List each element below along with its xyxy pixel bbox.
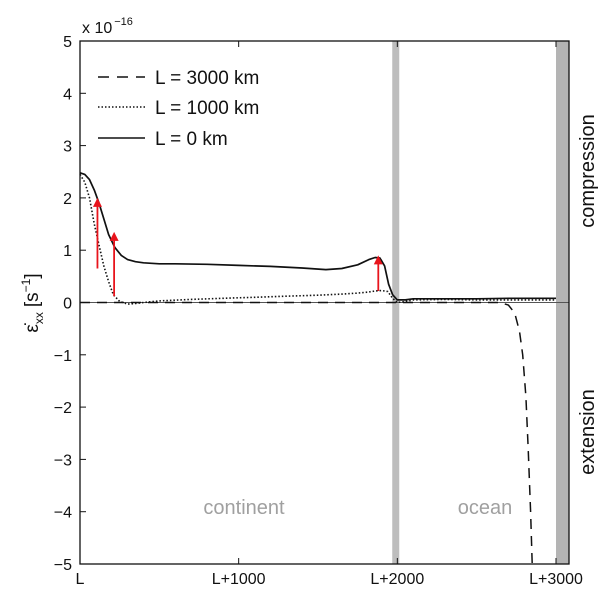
x-tick-label: L+2000	[370, 571, 424, 588]
y-tick-label: −3	[54, 452, 72, 469]
red-arrow-head	[109, 231, 119, 241]
extension-label: extension	[577, 389, 599, 475]
continent-label: continent	[203, 497, 285, 519]
y-tick-label: 2	[63, 191, 72, 208]
series-solid	[79, 171, 556, 301]
legend: L = 3000 km L = 1000 km L = 0 km	[98, 68, 259, 150]
legend-label-3000: L = 3000 km	[155, 68, 259, 89]
y-tick-label: −2	[54, 400, 72, 417]
red-arrow-head	[92, 197, 102, 207]
y-tick-label: 1	[63, 243, 72, 260]
y-tick-label: 3	[63, 139, 72, 156]
legend-label-0: L = 0 km	[155, 129, 228, 150]
x-tick-label: L+3000	[529, 571, 583, 588]
series-dotted	[79, 173, 556, 305]
legend-label-1000: L = 1000 km	[155, 98, 259, 119]
y-tick-label: 5	[63, 34, 72, 51]
y-axis-label: ε̇xx[s−1]	[19, 273, 46, 332]
y-tick-label: 4	[63, 86, 72, 103]
compression-label: compression	[577, 114, 599, 227]
series-layer	[79, 171, 556, 565]
tick-layer: 5 4 3 2 1 0 −1 −2 −3 −4 −5L L+1000 L+2000 L+3000	[54, 34, 583, 588]
y-tick-label: −1	[54, 348, 72, 365]
red-arrow-head	[373, 255, 383, 265]
y-tick-label: −5	[54, 557, 72, 574]
arrow-layer	[92, 197, 383, 297]
ocean-label: ocean	[458, 497, 513, 519]
y-tick-label: −4	[54, 505, 72, 522]
x-tick-label: L+1000	[212, 571, 266, 588]
x-tick-label: L	[76, 571, 85, 588]
y-tick-label: 0	[63, 296, 72, 313]
y-multiplier: x 10 −16	[82, 16, 133, 37]
